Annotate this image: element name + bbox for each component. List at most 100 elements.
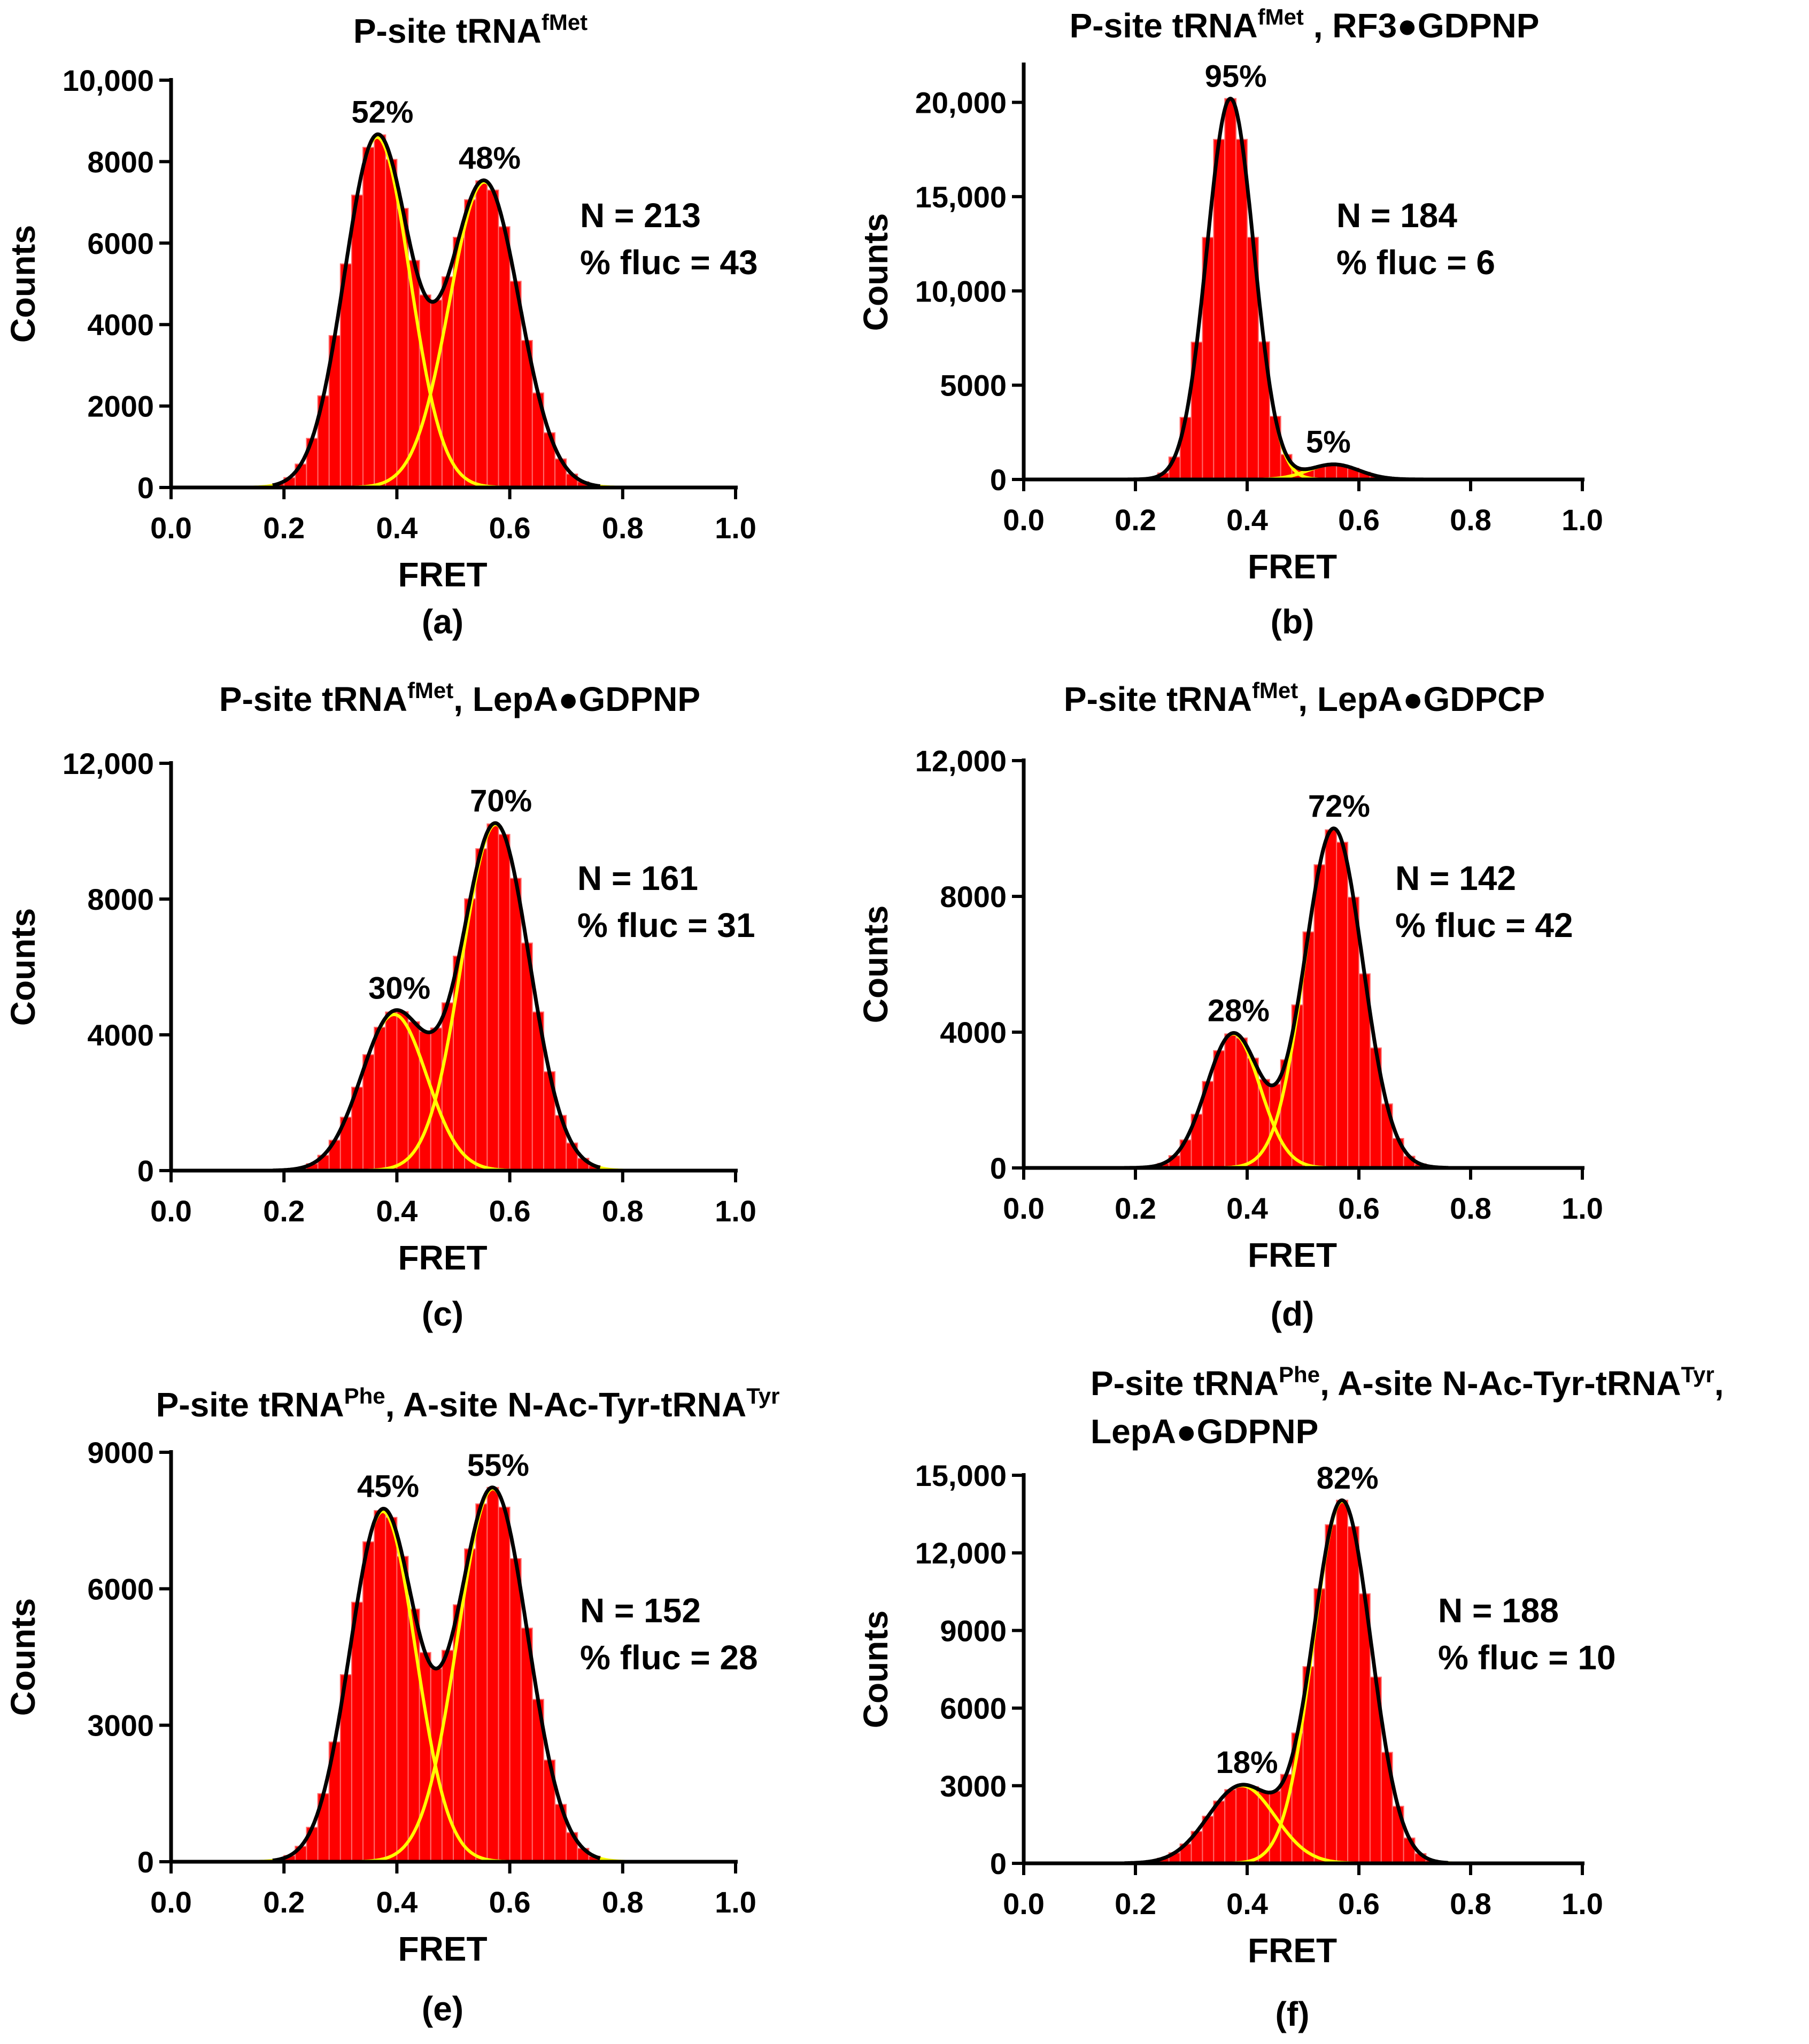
panel-letter: (b) [1271,602,1315,641]
panel-a: 0.0 0.2 0.4 0.6 0.8 1.0 0 2000 4000 6000 8000 10,00… [4,10,758,641]
y-tick-label: 6000 [87,1572,154,1606]
y-axis-title: Counts [4,225,42,343]
stat-fluc: % fluc = 42 [1395,906,1573,944]
histogram-bar [464,1548,477,1863]
y-tick-label: 8000 [940,880,1007,913]
histogram-bar [1336,841,1349,1169]
stat-fluc: % fluc = 43 [580,243,758,282]
x-tick-label: 0.2 [263,1885,305,1919]
x-axis-title: FRET [398,555,487,594]
histogram-bar [419,1031,431,1171]
y-tick-label: 8000 [87,145,154,179]
x-tick-label: 0.0 [150,511,192,545]
y-tick-label: 9000 [940,1614,1007,1647]
y-tick-label: 3000 [87,1709,154,1743]
y-tick-label: 10,000 [63,64,154,97]
panel-letter: (f) [1275,1995,1310,2033]
panel-title: P-site tRNAfMet [353,10,587,50]
total-fit-curve [1124,1498,1449,1865]
y-axis-title: Counts [856,905,895,1023]
x-tick-label: 0.8 [602,1194,644,1228]
y-tick-label: 2000 [87,390,154,423]
histogram-bars [1157,829,1427,1169]
x-tick-label: 0.4 [1226,1887,1268,1921]
x-axis-title: FRET [398,1238,487,1277]
histogram-bars [272,134,601,489]
y-tick-label: 0 [990,1151,1007,1185]
x-tick-label: 0.6 [1338,1887,1380,1921]
histogram-bar [362,1541,375,1862]
x-axis-title: FRET [1248,1236,1337,1274]
histogram-bar [385,159,398,488]
histogram-bar [1213,1050,1226,1168]
x-tick-label: 0.8 [602,1885,644,1919]
histogram-bar [385,1516,398,1862]
stat-fluc: % fluc = 10 [1438,1638,1616,1677]
y-tick-label: 15,000 [915,1459,1007,1492]
x-tick-label: 0.0 [1003,1887,1045,1921]
x-tick-label: 0.6 [489,1885,531,1919]
x-tick-label: 0.4 [376,1885,418,1919]
x-tick-label: 0.0 [150,1885,192,1919]
peak-percentage-label: 82% [1317,1461,1379,1496]
histogram-bar [1224,1033,1237,1169]
peak-percentage-label: 5% [1306,425,1351,460]
histogram-bar [351,195,364,488]
histogram-bar [509,281,522,488]
x-tick-label: 0.0 [1003,503,1045,537]
histogram-bar [509,1558,522,1862]
panel-letter: (e) [422,1989,463,2028]
peak-percentage-label: 30% [368,971,430,1006]
x-tick-label: 0.4 [1226,1191,1268,1225]
y-tick-label: 5000 [940,369,1007,402]
histogram-bar [475,848,488,1171]
y-tick-label: 15,000 [915,180,1007,214]
histogram-bar [1213,1800,1226,1864]
x-tick-label: 0.6 [1338,503,1380,537]
y-tick-label: 4000 [87,308,154,342]
x-tick-label: 0.2 [1115,503,1156,537]
x-tick-label: 0.6 [489,511,531,545]
histogram-bar [475,1503,488,1863]
histogram-bars [295,823,612,1172]
histogram-bar [374,1026,386,1172]
stat-n: N = 152 [580,1591,701,1630]
y-tick-label: 0 [990,463,1007,497]
stat-n: N = 161 [577,859,698,897]
y-tick-label: 8000 [87,882,154,916]
histogram-bar [396,1555,409,1863]
y-tick-label: 3000 [940,1769,1007,1803]
histogram-bar [486,823,499,1171]
y-axis-title: Counts [856,1611,895,1728]
peak-percentage-label: 72% [1308,789,1370,824]
histogram-bar [1235,1038,1248,1168]
histogram-bar [453,955,466,1172]
panel-b: 0.0 0.2 0.4 0.6 0.8 1.0 0 5000 10,000 15,000 20,00… [856,4,1603,641]
panel-e: 0.0 0.2 0.4 0.6 0.8 1.0 0 3000 6000 9000 FRET Count… [4,1383,779,2028]
total-fit-curve [273,821,601,1173]
x-tick-label: 1.0 [1561,1887,1603,1921]
histogram-bar [362,146,375,488]
panel-d: 0.0 0.2 0.4 0.6 0.8 1.0 0 4000 8000 12,000 FRET Cou… [856,678,1603,1333]
total-fit-curve [272,1485,601,1863]
stat-n: N = 142 [1395,859,1516,897]
histogram-bar [1235,138,1248,480]
histogram-bar [498,834,511,1171]
histogram-bar [1247,1786,1259,1864]
histogram-bar [464,199,477,488]
total-fit-curve [272,132,601,489]
x-tick-label: 0.2 [1115,1887,1156,1921]
total-fit-curve [1124,96,1449,482]
y-axis-title: Counts [856,213,895,331]
x-tick-label: 1.0 [715,511,756,545]
stat-fluc: % fluc = 31 [577,906,755,944]
histogram-bar [1179,416,1192,481]
x-tick-label: 0.6 [489,1194,531,1228]
x-tick-label: 0.8 [1450,1191,1491,1225]
x-axis-title: FRET [1248,1931,1337,1970]
histogram-bar [498,1506,511,1863]
peak-percentage-label: 70% [470,784,532,818]
x-tick-label: 1.0 [1561,1191,1603,1225]
histogram-bar [374,134,386,488]
peak-percentage-label: 45% [357,1469,419,1504]
